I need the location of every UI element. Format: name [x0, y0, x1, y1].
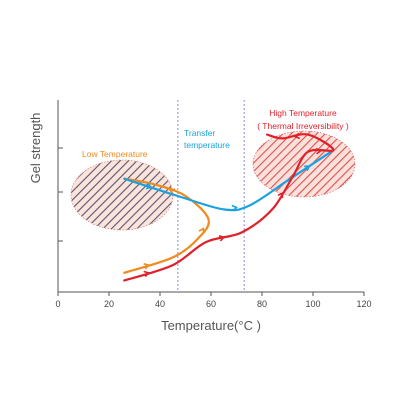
direction-arrow: [231, 204, 238, 212]
direction-arrow: [168, 188, 176, 195]
x-tick-label: 40: [155, 299, 165, 309]
direction-arrow: [143, 263, 150, 270]
transfer-label-line-1: Transfer: [184, 128, 216, 138]
series-layer: [123, 132, 335, 282]
low-temperature-label: Low Temperature: [82, 149, 148, 159]
direction-arrow: [315, 147, 323, 155]
series-line-2: [123, 132, 335, 282]
transfer-label-line-2: temperature: [184, 140, 230, 150]
high-temperature-label-line-2: ( Thermal Irreversibility ): [257, 121, 349, 131]
x-tick-label: 80: [257, 299, 267, 309]
direction-arrow: [198, 227, 205, 234]
direction-arrow: [277, 191, 284, 199]
x-tick-label: 0: [55, 299, 60, 309]
direction-arrow: [293, 132, 301, 140]
direction-arrow: [304, 165, 311, 172]
x-tick-label: 100: [305, 299, 320, 309]
direction-arrow: [143, 270, 150, 278]
x-tick-label: 20: [104, 299, 114, 309]
series-line-0: [123, 177, 210, 274]
high-temperature-label-line-1: High Temperature: [269, 108, 337, 118]
x-tick-label: 120: [356, 299, 371, 309]
low-temperature-zone: [70, 159, 174, 231]
direction-arrow: [218, 235, 226, 242]
series-path: [123, 133, 335, 282]
high-temperature-zone: [252, 130, 356, 198]
y-axis-label: Gel strength: [28, 113, 43, 184]
x-axis-label: Temperature(°C ): [161, 318, 261, 333]
series-path: [123, 177, 210, 274]
x-tick-label: 60: [206, 299, 216, 309]
x-axis-ticks: 0 20 40 60 80 100 120: [55, 292, 372, 309]
direction-arrow: [146, 182, 153, 190]
